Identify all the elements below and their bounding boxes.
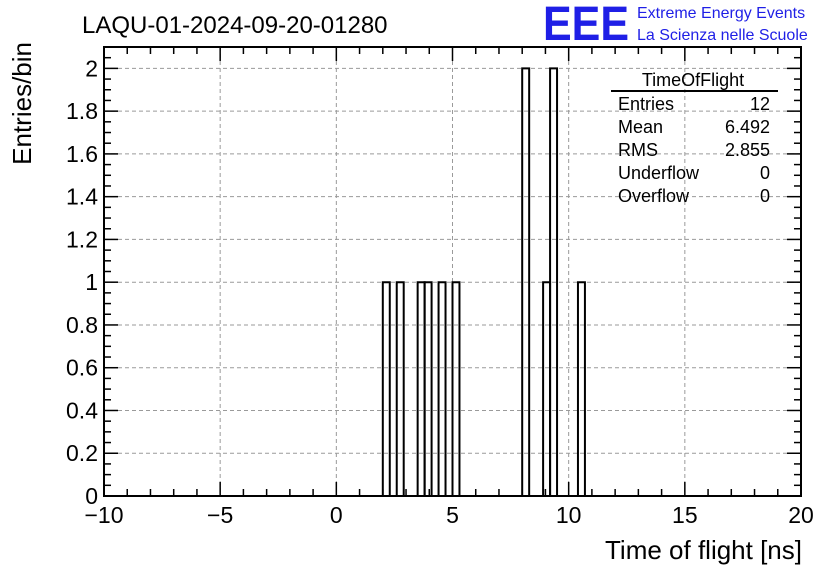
histogram-bins (381, 67, 586, 496)
logo-line-1: Extreme Energy Events (637, 5, 805, 22)
histogram-bin (451, 281, 461, 496)
x-tick-label: 5 (446, 502, 459, 528)
x-tick-label: 10 (556, 502, 582, 528)
y-tick-label: 0.2 (66, 440, 98, 466)
y-tick-label: 1 (85, 269, 98, 295)
histogram-bin (549, 67, 559, 496)
histogram-bin (395, 281, 405, 496)
histogram-bin (381, 281, 391, 496)
histogram-bin (521, 67, 531, 496)
y-axis-ticks: 0 0.2 0.4 0.6 0.8 1 1.2 1.4 1.6 1.8 2 (66, 55, 98, 509)
stats-value-underflow: 0 (760, 163, 770, 183)
y-tick-label: 0.4 (66, 397, 98, 423)
grid-lines (104, 47, 801, 496)
stats-box: TimeOfFlight Entries 12 Mean 6.492 RMS 2… (611, 70, 778, 206)
x-tick-label: 20 (788, 502, 814, 528)
y-tick-label: 1.2 (66, 226, 98, 252)
y-tick-label: 2 (85, 55, 98, 81)
x-tick-label: 0 (330, 502, 343, 528)
x-tick-label: −10 (84, 502, 123, 528)
x-axis-title: Time of flight [ns] (605, 535, 802, 565)
stats-label-overflow: Overflow (618, 186, 690, 206)
y-tick-label: 0.8 (66, 312, 98, 338)
y-tick-label: 0.6 (66, 355, 98, 381)
stats-value-overflow: 0 (760, 186, 770, 206)
stats-value-rms: 2.855 (725, 140, 770, 160)
stats-value-entries: 12 (750, 94, 770, 114)
histogram-bin (576, 281, 586, 496)
stats-label-underflow: Underflow (618, 163, 700, 183)
plot-frame (103, 46, 802, 497)
stats-label-rms: RMS (618, 140, 658, 160)
histogram-bin (423, 281, 433, 496)
logo-line-2: La Scienza nelle Scuole (637, 27, 808, 44)
y-tick-label: 0 (85, 483, 98, 509)
eee-logo: EEE Extreme Energy Events La Scienza nel… (543, 0, 808, 51)
minor-ticks (103, 46, 802, 497)
logo-letters: EEE (543, 0, 629, 51)
y-axis-title: Entries/bin (7, 42, 37, 165)
x-tick-label: −5 (207, 502, 233, 528)
stats-label-entries: Entries (618, 94, 674, 114)
histogram-bin (437, 281, 447, 496)
x-axis-ticks: −10 −5 0 5 10 15 20 (84, 502, 813, 528)
stats-title: TimeOfFlight (642, 70, 744, 90)
y-tick-label: 1.4 (66, 184, 98, 210)
stats-value-mean: 6.492 (725, 117, 770, 137)
x-tick-label: 15 (672, 502, 698, 528)
stats-label-mean: Mean (618, 117, 663, 137)
run-id-title: LAQU-01-2024-09-20-01280 (82, 12, 388, 39)
y-tick-label: 1.8 (66, 98, 98, 124)
y-tick-label: 1.6 (66, 141, 98, 167)
